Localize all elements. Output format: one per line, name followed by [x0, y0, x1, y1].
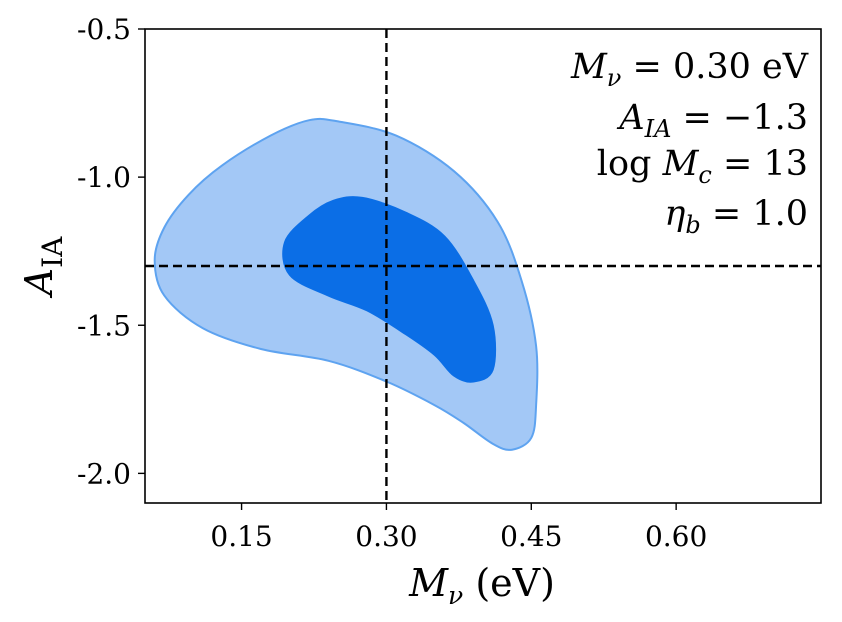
contour-layer	[153, 117, 539, 451]
x-axis-label: Mν (eV)	[408, 561, 555, 610]
contour-inner	[282, 196, 497, 383]
y-tick-label: -2.0	[77, 457, 131, 490]
annotation-line: ηb = 1.0	[664, 194, 808, 239]
y-axis-ticks: -0.5 -1.0 -1.5 -2.0	[77, 13, 145, 490]
fiducial-lines	[145, 29, 821, 503]
y-axis-label: AIA	[17, 236, 69, 299]
plot-frame	[144, 28, 822, 504]
annotation-line: log Mc = 13	[597, 144, 808, 189]
x-tick-label: 0.60	[645, 520, 707, 553]
y-tick-label: -1.5	[77, 309, 131, 342]
x-tick-label: 0.30	[355, 520, 417, 553]
x-axis-ticks: 0.15 0.30 0.45 0.60	[210, 503, 707, 553]
annotation-line: AIA = −1.3	[616, 98, 808, 143]
x-tick-label: 0.15	[210, 520, 272, 553]
annotation-line: Mν = 0.30 eV	[570, 47, 809, 92]
x-tick-label: 0.45	[500, 520, 562, 553]
y-tick-label: -0.5	[77, 13, 131, 46]
y-tick-label: -1.0	[77, 161, 131, 194]
